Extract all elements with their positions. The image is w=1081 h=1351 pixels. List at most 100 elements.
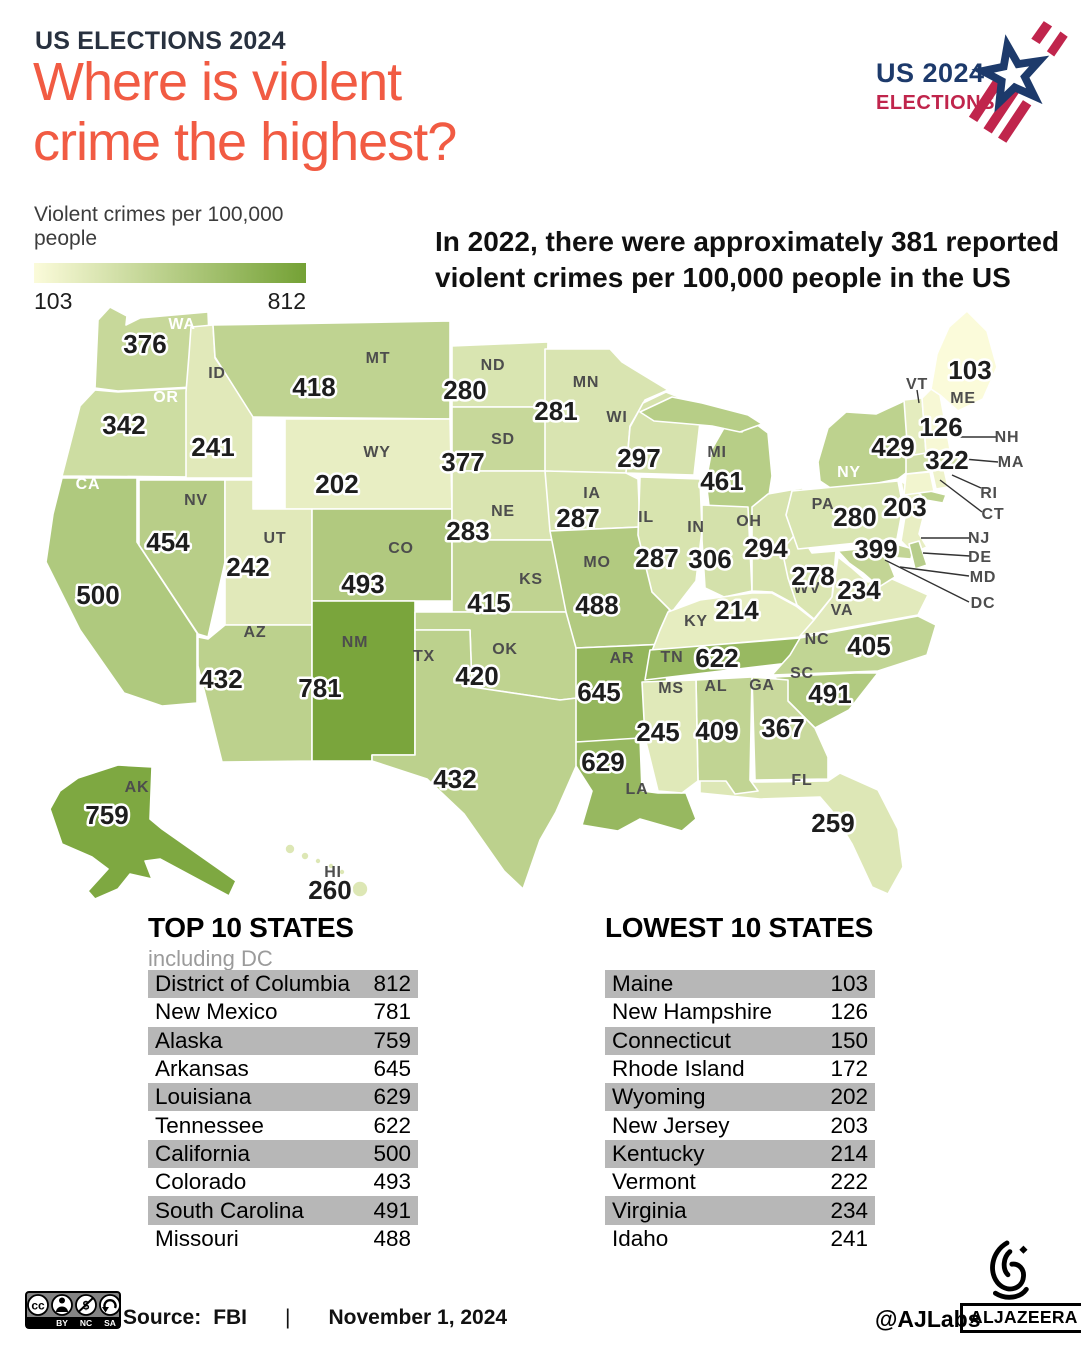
cc-license-badge: cc $ BY NC SA <box>25 1291 121 1329</box>
state-label-WA: WA <box>168 316 195 333</box>
key-fact: In 2022, there were approximately 381 re… <box>435 224 1075 297</box>
callout-line-RI <box>951 474 982 489</box>
legend-gradient-bar <box>34 263 306 283</box>
state-WY <box>284 418 453 510</box>
row-state-value: 241 <box>830 1225 868 1251</box>
table-row: Wyoming 202 <box>605 1083 875 1112</box>
state-value-ND: 280 <box>443 375 486 405</box>
state-label-IA: IA <box>583 485 601 502</box>
key-fact-line2: violent crimes per 100,000 people in the… <box>435 262 1011 294</box>
top-10-table: TOP 10 STATES including DC District of C… <box>148 912 418 1251</box>
state-MA <box>905 448 961 475</box>
state-MS <box>641 679 699 794</box>
svg-text:NC: NC <box>80 1318 92 1328</box>
row-state-value: 812 <box>373 971 411 997</box>
state-label-OH: OH <box>736 513 762 530</box>
table-row: Rhode Island 172 <box>605 1055 875 1083</box>
state-DE <box>908 540 928 570</box>
aljazeera-wordmark: ALJAZEERA <box>960 1303 1081 1333</box>
row-state-value: 103 <box>830 971 868 997</box>
callout-line-MD <box>899 566 970 577</box>
row-state-name: Vermont <box>612 1169 696 1195</box>
state-label-FL: FL <box>791 772 812 789</box>
state-value-SC: 491 <box>808 679 851 709</box>
state-value-WY: 202 <box>315 469 358 499</box>
legend-min: 103 <box>34 288 73 314</box>
logo-text: US 2024 ELECTIONS <box>876 58 995 115</box>
source-value: FBI <box>213 1306 248 1329</box>
state-label-WV: WV <box>793 580 820 597</box>
state-value-NH: 126 <box>919 412 962 442</box>
state-label-AZ: AZ <box>244 624 267 641</box>
state-value-AR: 645 <box>577 677 620 707</box>
state-label-MI: MI <box>707 444 726 461</box>
row-state-value: 234 <box>830 1197 868 1223</box>
table-row: District of Columbia 812 <box>148 970 418 999</box>
state-label-ID: ID <box>208 365 226 382</box>
state-AK <box>49 764 237 900</box>
state-label-MA: MA <box>998 454 1024 471</box>
callout-line-CT <box>939 479 983 513</box>
state-label-TN: TN <box>661 649 684 666</box>
state-value-WI: 297 <box>617 443 660 473</box>
state-LA <box>575 737 697 832</box>
state-value-TX: 432 <box>433 764 476 794</box>
source-divider: | <box>285 1306 291 1329</box>
table-row: Louisiana 629 <box>148 1083 418 1112</box>
state-value-FL: 259 <box>811 808 854 838</box>
row-state-name: Connecticut <box>612 1027 731 1053</box>
row-state-value: 629 <box>373 1084 411 1110</box>
state-value-CA: 500 <box>76 580 119 610</box>
state-AL <box>695 676 759 795</box>
row-state-value: 493 <box>373 1169 411 1195</box>
row-state-value: 500 <box>373 1140 411 1166</box>
state-value-NE: 283 <box>446 516 489 546</box>
state-label-NJ: NJ <box>968 530 990 547</box>
state-label-GA: GA <box>749 677 775 694</box>
lowest-10-title: LOWEST 10 STATES <box>605 912 873 943</box>
row-state-name: Louisiana <box>155 1084 252 1110</box>
state-value-WV: 278 <box>791 561 834 591</box>
state-label-AR: AR <box>610 650 635 667</box>
lowest-10-rows: Maine 103 New Hampshire 126 Connecticut 150 Rh… <box>605 970 875 1253</box>
state-value-KS: 415 <box>467 588 510 618</box>
state-MT <box>212 320 451 420</box>
state-value-OR: 342 <box>102 410 145 440</box>
state-value-AK: 759 <box>85 800 128 830</box>
state-value-ID: 241 <box>191 432 234 462</box>
page-title: Where is violent crime the highest? <box>33 52 457 173</box>
table-row: Vermont 222 <box>605 1168 875 1196</box>
state-label-NC: NC <box>805 631 830 648</box>
state-IL <box>637 476 703 613</box>
state-label-IL: IL <box>638 509 654 526</box>
page-title-line1: Where is violent <box>33 52 402 112</box>
row-state-name: South Carolina <box>155 1197 304 1223</box>
cc-icon <box>27 1294 49 1316</box>
table-row: Arkansas 645 <box>148 1055 418 1083</box>
row-state-name: New Hampshire <box>612 999 773 1025</box>
callout-line-DE <box>922 552 971 557</box>
us-2024-elections-logo: US 2024 ELECTIONS <box>858 18 1073 148</box>
row-state-value: 126 <box>830 999 868 1025</box>
top-10-title: TOP 10 STATES <box>148 912 354 943</box>
svg-text:cc: cc <box>31 1299 45 1313</box>
table-row: New Hampshire 126 <box>605 998 875 1026</box>
callout-line-DC <box>884 559 970 603</box>
callout-line-VT <box>916 389 920 404</box>
state-label-WY: WY <box>363 444 390 461</box>
state-value-NV: 454 <box>146 527 190 557</box>
state-label-UT: UT <box>264 530 287 547</box>
table-row: Missouri 488 <box>148 1225 418 1253</box>
state-label-SD: SD <box>491 431 515 448</box>
state-label-DE: DE <box>968 549 992 566</box>
publish-date: November 1, 2024 <box>328 1306 508 1329</box>
state-label-MT: MT <box>366 350 391 367</box>
state-value-HI: 260 <box>308 875 351 905</box>
state-label-OK: OK <box>492 641 518 658</box>
state-NH <box>921 388 951 454</box>
state-WA <box>94 306 212 392</box>
row-state-value: 172 <box>830 1056 868 1082</box>
elections-star-icon <box>968 21 1068 143</box>
legend-scale: 103 812 <box>34 288 306 315</box>
